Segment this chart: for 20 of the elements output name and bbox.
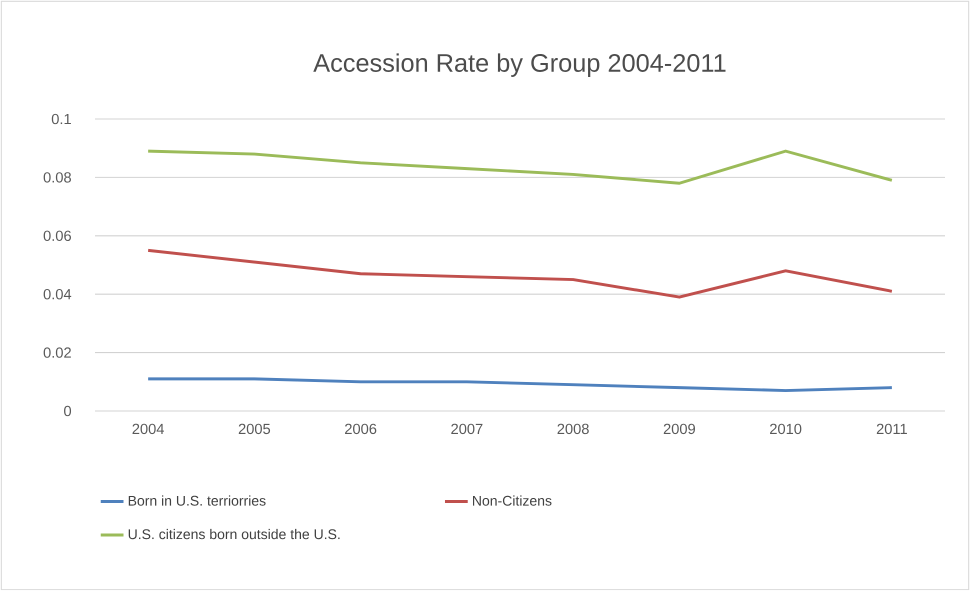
x-tick-label: 2004 [132, 424, 164, 434]
y-tick-label: 0.08 [44, 172, 71, 183]
legend-label: U.S. citizens born outside the U.S. [128, 528, 340, 540]
x-tick-label: 2010 [770, 424, 802, 434]
y-tick-label: 0.06 [44, 230, 71, 241]
y-tick-label: 0 [64, 406, 72, 416]
legend-label: Non-Citizens [473, 495, 552, 506]
chart-title: Accession Rate by Group 2004-2011 [313, 53, 726, 77]
x-tick-label: 2005 [238, 424, 270, 434]
line-series [146, 377, 894, 392]
y-tick-label: 0.02 [44, 347, 71, 358]
legend-label: Born in U.S. terriorries [128, 495, 266, 506]
x-tick-label: 2011 [876, 424, 907, 434]
x-tick-label: 2008 [558, 424, 589, 434]
x-tick-label: 2009 [664, 424, 695, 434]
y-tick-label: 0.1 [52, 114, 71, 124]
y-tick-label: 0.04 [44, 289, 72, 300]
x-tick-label: 2007 [451, 424, 482, 434]
line-series [146, 150, 894, 185]
x-tick-label: 2006 [345, 424, 376, 434]
